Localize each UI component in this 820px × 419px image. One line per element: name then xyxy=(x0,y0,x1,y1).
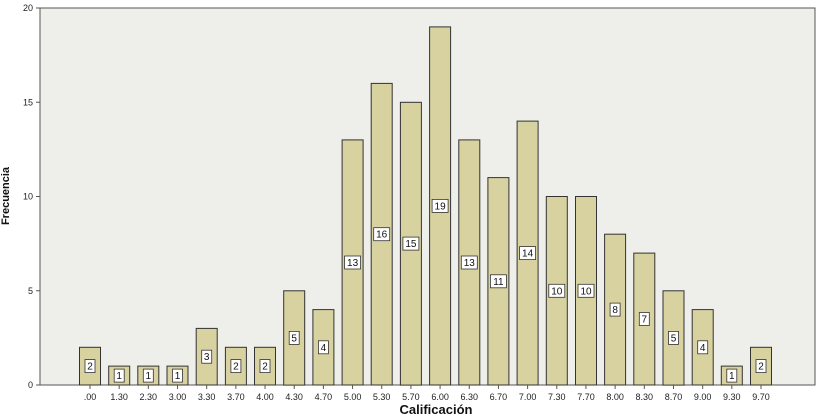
x-tick-label: 1.30 xyxy=(110,392,128,402)
data-label: 16 xyxy=(376,230,388,241)
x-tick-label: 8.70 xyxy=(665,392,683,402)
x-tick-label: 6.00 xyxy=(431,392,449,402)
data-label-box xyxy=(548,283,566,298)
data-label: 1 xyxy=(146,371,152,382)
y-tick-label: 20 xyxy=(23,3,33,13)
x-axis-title: Calificación xyxy=(400,402,473,417)
x-tick-label: 8.30 xyxy=(636,392,654,402)
x-tick-label: 4.70 xyxy=(315,392,333,402)
plot-area xyxy=(39,7,816,386)
data-label: 15 xyxy=(405,239,417,250)
x-tick-label: 9.00 xyxy=(694,392,712,402)
y-tick-label: 5 xyxy=(28,286,33,296)
data-label: 19 xyxy=(435,201,447,212)
x-tick-label: 5.70 xyxy=(402,392,420,402)
x-tick-label: 4.00 xyxy=(256,392,274,402)
x-tick-label: 7.00 xyxy=(519,392,537,402)
data-label-box xyxy=(259,359,271,374)
data-label-box xyxy=(609,302,621,317)
x-tick-label: 6.30 xyxy=(461,392,479,402)
data-label-box xyxy=(172,368,183,383)
data-label-box xyxy=(638,312,650,326)
data-label: 4 xyxy=(321,343,327,354)
data-label: 3 xyxy=(204,352,210,363)
x-tick-label: 9.30 xyxy=(723,392,741,402)
data-label: 13 xyxy=(464,258,476,269)
y-tick-label: 10 xyxy=(23,192,33,202)
data-label-box xyxy=(373,227,391,242)
data-label-box xyxy=(317,340,329,355)
data-label-box xyxy=(755,359,767,374)
data-label: 1 xyxy=(116,371,122,382)
x-tick-label: 3.00 xyxy=(169,392,187,402)
data-label: 2 xyxy=(758,362,764,373)
x-tick-label: 5.30 xyxy=(373,392,391,402)
x-tick-label: 3.30 xyxy=(198,392,216,402)
data-label-box xyxy=(726,368,738,383)
data-label: 1 xyxy=(175,371,181,382)
y-tick-label: 0 xyxy=(28,380,33,390)
data-label: 2 xyxy=(87,362,93,373)
data-label-box xyxy=(142,368,154,383)
data-label: 7 xyxy=(642,315,648,326)
data-label: 5 xyxy=(291,333,297,344)
data-label: 2 xyxy=(262,362,268,373)
data-label-box xyxy=(668,330,679,345)
data-label: 5 xyxy=(671,333,677,344)
data-label: 4 xyxy=(700,343,706,354)
data-label-box xyxy=(288,330,300,345)
y-tick-label: 15 xyxy=(23,97,33,107)
data-label-box xyxy=(402,236,420,251)
data-label: 8 xyxy=(612,305,618,316)
x-tick-label: 3.70 xyxy=(227,392,245,402)
data-label-box xyxy=(577,283,595,298)
data-label-box xyxy=(84,359,96,374)
x-tick-label: 7.30 xyxy=(548,392,566,402)
data-label-box xyxy=(431,198,449,213)
x-tick-label: 6.70 xyxy=(490,392,508,402)
data-label-box xyxy=(460,255,478,270)
data-label: 1 xyxy=(729,371,735,382)
x-tick-label: 8.00 xyxy=(606,392,624,402)
data-label-box xyxy=(201,349,213,364)
x-tick-label: 7.70 xyxy=(577,392,595,402)
data-label: 13 xyxy=(347,258,359,269)
x-tick-label: 4.30 xyxy=(285,392,303,402)
x-tick-label: 2.30 xyxy=(140,392,158,402)
data-label: 10 xyxy=(551,286,563,297)
x-tick-label: .00 xyxy=(84,392,97,402)
x-tick-label: 9.70 xyxy=(752,392,770,402)
data-label: 10 xyxy=(580,286,592,297)
data-label-box xyxy=(489,274,507,289)
x-axis: .00 1.30 2.30 3.00 3.30 3.70 4.00 4.30 4.70 5.00 5… xyxy=(84,385,770,402)
data-label-box xyxy=(113,368,125,383)
x-tick-label: 5.00 xyxy=(344,392,362,402)
data-label-box xyxy=(697,340,709,355)
data-label-box xyxy=(519,246,536,261)
data-label-box xyxy=(344,255,362,270)
data-label: 14 xyxy=(522,249,534,260)
y-axis: 0 5 10 15 20 xyxy=(23,3,40,390)
data-label: 11 xyxy=(493,277,504,288)
data-label: 2 xyxy=(233,362,239,373)
data-label-box xyxy=(230,359,242,374)
y-axis-title: Frecuencia xyxy=(0,166,12,225)
